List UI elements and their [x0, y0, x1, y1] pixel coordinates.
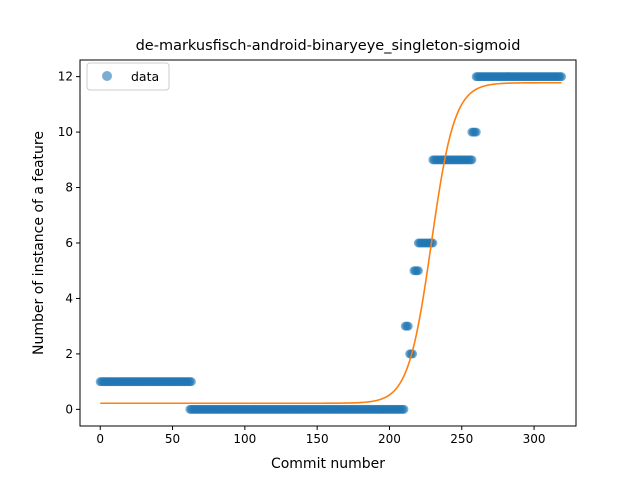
axes: 0 50 100 150 200 250 300 0 2 4 6 8 10 12 [58, 59, 577, 446]
x-tick-label: 0 [96, 432, 104, 446]
data-point [399, 404, 409, 414]
data-point [428, 238, 438, 248]
data-point [467, 155, 477, 165]
legend-label-data: data [131, 69, 159, 84]
y-tick-label: 0 [65, 402, 73, 416]
y-axis-label: Number of instance of a feature [31, 131, 47, 355]
x-tick-label: 250 [450, 432, 473, 446]
legend: data [86, 62, 170, 91]
y-tick-label: 2 [65, 347, 73, 361]
data-points [95, 72, 567, 414]
x-tick-label: 100 [233, 432, 256, 446]
data-point [403, 321, 413, 331]
y-tick-label: 4 [65, 291, 73, 305]
legend-marker-data [102, 71, 112, 81]
x-tick-label: 300 [523, 432, 546, 446]
chart-title: de-markusfisch-android-binaryeye_singlet… [136, 38, 521, 54]
data-point [471, 127, 481, 137]
y-tick-label: 8 [65, 181, 73, 195]
data-point [413, 266, 423, 276]
x-tick-label: 200 [378, 432, 401, 446]
y-tick-label: 12 [58, 70, 73, 84]
legend-frame [86, 62, 170, 91]
y-tick-label: 10 [58, 125, 73, 139]
x-tick-label: 50 [165, 432, 180, 446]
data-point [557, 72, 567, 82]
x-axis-label: Commit number [271, 456, 385, 472]
fit-line [100, 81, 562, 405]
y-tick-label: 6 [65, 236, 73, 250]
data-point [186, 377, 196, 387]
plot-area [95, 72, 567, 414]
x-tick-label: 150 [306, 432, 329, 446]
